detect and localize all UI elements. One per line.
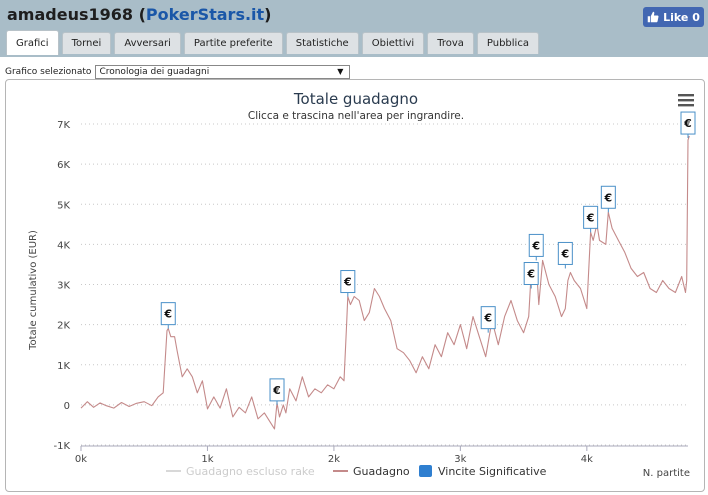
- significant-win-marker[interactable]: €: [583, 205, 599, 233]
- x-axis-ticks: 0k 1k 2k 3k 4k: [75, 446, 593, 465]
- significant-win-marker[interactable]: €: [557, 241, 573, 269]
- page-title: amadeus1968 (PokerStars.it): [7, 5, 271, 24]
- site-link[interactable]: PokerStars.it: [145, 5, 265, 24]
- tab-bar: Grafici Tornei Avversari Partite preferi…: [6, 30, 542, 55]
- username: amadeus1968: [7, 5, 134, 24]
- significant-win-marker[interactable]: €: [600, 185, 616, 213]
- x-tick-label: 4k: [581, 454, 593, 465]
- chart-selector-row: Grafico selezionato Cronologia dei guada…: [5, 64, 351, 79]
- tab-grafici[interactable]: Grafici: [6, 30, 59, 55]
- x-tick-label: 3k: [454, 454, 466, 465]
- y-tick-label: -1K: [53, 441, 70, 452]
- grid: [81, 123, 688, 447]
- marker-flag: [528, 233, 544, 257]
- chart-selector-dropdown[interactable]: Cronologia dei guadagni ▼: [95, 64, 351, 79]
- chart-selector-value: Cronologia dei guadagni: [99, 66, 210, 77]
- euro-icon: €: [483, 312, 492, 325]
- marker-flag: [160, 302, 176, 326]
- y-tick-label: 0: [64, 401, 70, 412]
- legend-swatch-significant: [419, 465, 432, 477]
- hamburger-icon[interactable]: [676, 92, 696, 108]
- x-tick-label: 0k: [75, 454, 87, 465]
- marker-flag: [600, 185, 616, 209]
- y-tick-label: 6K: [57, 160, 70, 171]
- marker-flag: [557, 241, 573, 265]
- euro-icon: €: [272, 384, 281, 397]
- x-tick-label: 2k: [328, 454, 340, 465]
- y-tick-label: 7K: [57, 120, 70, 131]
- header-bar: amadeus1968 (PokerStars.it) Like 0 Grafi…: [0, 0, 708, 57]
- y-tick-label: 2K: [57, 321, 70, 332]
- tab-partite-preferite[interactable]: Partite preferite: [183, 32, 283, 54]
- significant-win-marker[interactable]: €: [680, 111, 696, 139]
- x-tick-label: 1k: [201, 454, 213, 465]
- y-tick-label: 3K: [57, 281, 70, 292]
- y-axis-label: Totale cumulativo (EUR): [28, 230, 39, 351]
- euro-icon: €: [531, 239, 540, 252]
- earnings-chart[interactable]: Totale guadagno Clicca e trascina nell'a…: [6, 80, 704, 491]
- facebook-like-button[interactable]: Like 0: [643, 7, 704, 27]
- chart-selector-label: Grafico selezionato: [5, 66, 92, 77]
- thumbs-up-icon: [647, 11, 659, 23]
- tab-avversari[interactable]: Avversari: [114, 32, 181, 54]
- tab-statistiche[interactable]: Statistiche: [285, 32, 359, 54]
- chart-panel[interactable]: Totale guadagno Clicca e trascina nell'a…: [5, 79, 705, 492]
- y-tick-label: 4K: [57, 240, 70, 251]
- y-tick-label: 1K: [57, 361, 70, 372]
- significant-win-marker[interactable]: €: [340, 270, 356, 297]
- euro-icon: €: [343, 276, 352, 289]
- legend: Guadagno escluso rake Guadagno Vincite S…: [166, 465, 547, 478]
- marker-flag: [583, 205, 599, 229]
- x-axis-label: N. partite: [643, 468, 690, 479]
- legend-significant-wins[interactable]: Vincite Significative: [438, 465, 547, 478]
- euro-icon: €: [526, 268, 535, 281]
- series-guadagno: [80, 135, 690, 430]
- significant-wins-markers: € € € € € € € € € €: [160, 111, 696, 405]
- euro-icon: €: [683, 117, 692, 130]
- significant-win-marker[interactable]: €: [523, 262, 539, 289]
- like-label: Like 0: [663, 10, 700, 24]
- marker-flag: [680, 111, 696, 135]
- significant-win-marker[interactable]: €: [480, 306, 496, 333]
- legend-excluded-rake[interactable]: Guadagno escluso rake: [186, 465, 315, 478]
- significant-win-marker[interactable]: €: [269, 378, 285, 405]
- significant-win-marker[interactable]: €: [160, 302, 176, 329]
- significant-win-marker[interactable]: €: [528, 233, 544, 261]
- tab-tornei[interactable]: Tornei: [61, 32, 112, 54]
- tab-obiettivi[interactable]: Obiettivi: [361, 32, 425, 54]
- marker-flag: [480, 306, 496, 330]
- marker-flag: [269, 378, 285, 402]
- euro-icon: €: [163, 308, 172, 321]
- marker-flag: [523, 262, 539, 286]
- title-open-paren: (: [133, 5, 146, 24]
- chart-title: Totale guadagno: [293, 90, 418, 108]
- series-line-guadagno[interactable]: [80, 135, 690, 430]
- legend-guadagno[interactable]: Guadagno: [353, 465, 410, 478]
- euro-icon: €: [586, 211, 595, 224]
- tab-pubblica[interactable]: Pubblica: [476, 32, 539, 54]
- euro-icon: €: [561, 247, 570, 260]
- title-close-paren: ): [264, 5, 272, 24]
- marker-flag: [340, 270, 356, 294]
- euro-icon: €: [604, 191, 613, 204]
- y-tick-label: 5K: [57, 200, 70, 211]
- y-axis-ticks: -1K 0 1K 2K 3K 4K 5K 6K 7K: [53, 120, 70, 452]
- dropdown-arrow-icon: ▼: [337, 67, 344, 76]
- chart-subtitle: Clicca e trascina nell'area per ingrandi…: [248, 110, 464, 122]
- tab-trova[interactable]: Trova: [427, 32, 474, 54]
